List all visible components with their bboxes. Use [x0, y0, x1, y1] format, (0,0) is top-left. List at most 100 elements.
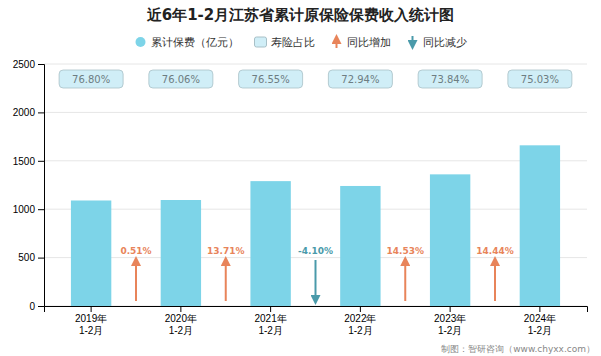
bar [340, 186, 380, 306]
legend-label: 同比增加 [347, 36, 391, 49]
share-label: 76.06% [162, 74, 200, 85]
legend: 累计保费（亿元） 寿险占比 同比增加 同比减少 [136, 36, 467, 49]
yoy-label: -4.10% [298, 246, 333, 256]
x-tick-label: 2019年1-2月 [75, 313, 107, 336]
grid-line [44, 209, 587, 210]
grid-line [44, 64, 587, 65]
x-tick-label: 2024年1-2月 [524, 313, 556, 336]
share-box [239, 70, 303, 88]
share-label: 75.03% [521, 74, 559, 85]
share-label: 76.80% [72, 74, 110, 85]
x-tick-label: 2020年1-2月 [165, 313, 197, 336]
legend-swatch [412, 36, 414, 46]
x-tick-label-line: 1-2月 [258, 325, 282, 336]
x-tick: 2021年1-2月 [254, 306, 286, 336]
x-axis: 2019年1-2月2020年1-2月2021年1-2月2022年1-2月2023… [45, 306, 588, 336]
x-tick: 2023年1-2月 [434, 306, 466, 336]
x-tick-mark [360, 306, 361, 312]
yoy-label: 0.51% [120, 246, 151, 256]
legend-item: 寿险占比 [255, 36, 315, 49]
y-tick-mark [38, 306, 44, 307]
y-tick: 2500 [13, 59, 44, 70]
y-tick-label: 500 [18, 252, 35, 263]
legend-label: 同比减少 [423, 36, 467, 49]
x-tick: 2019年1-2月 [75, 306, 107, 336]
legend-label: 累计保费（亿元） [151, 36, 239, 49]
bar [430, 174, 470, 306]
yoy-label: 13.71% [207, 246, 245, 256]
bar [250, 181, 290, 306]
x-tick-mark [91, 306, 92, 312]
y-tick-label: 1500 [13, 156, 36, 167]
grid-line [44, 112, 587, 113]
grid-line [44, 257, 587, 258]
y-tick: 2000 [13, 107, 44, 118]
legend-swatch [255, 37, 267, 47]
y-tick-mark [38, 64, 44, 65]
y-tick-label: 2500 [13, 59, 36, 70]
x-tick-label-line: 1-2月 [528, 325, 552, 336]
yoy: 0.51% 13.71% -4.10% 14.53% 14.44% [120, 246, 513, 301]
legend-item: 累计保费（亿元） [136, 36, 239, 49]
x-tick: 2022年1-2月 [344, 306, 376, 336]
yoy-arrow [315, 260, 317, 301]
legend-swatch [336, 38, 338, 48]
y-tick: 500 [18, 252, 44, 263]
yoy-arrow [135, 260, 137, 301]
x-tick-label-line: 2022年 [344, 313, 376, 324]
y-tick-mark [38, 209, 44, 210]
share-label: 73.84% [431, 74, 469, 85]
yoy-label: 14.44% [476, 246, 514, 256]
legend-swatch [136, 37, 146, 47]
x-tick-label-line: 1-2月 [438, 325, 462, 336]
y-tick: 1500 [13, 156, 44, 167]
share-box [418, 70, 482, 88]
legend-item: 同比减少 [413, 36, 467, 49]
x-tick-label: 2022年1-2月 [344, 313, 376, 336]
x-tick-label: 2021年1-2月 [254, 313, 286, 336]
x-tick: 2024年1-2月 [524, 306, 556, 336]
y-tick-label: 0 [29, 301, 35, 312]
y-tick-label: 1000 [13, 204, 36, 215]
x-tick: 2020年1-2月 [165, 306, 197, 336]
x-tick-label-line: 2024年 [524, 313, 556, 324]
x-tick-label-line: 1-2月 [169, 325, 193, 336]
x-tick-mark [450, 306, 451, 312]
share-box [328, 70, 392, 88]
share-box [508, 70, 572, 88]
bar [161, 200, 201, 306]
yoy-arrow [404, 260, 406, 301]
x-tick-label-line: 2020年 [165, 313, 197, 324]
footnote: 制图：智研咨询（www.chyxx.com） [441, 344, 595, 354]
share-label: 76.55% [252, 74, 290, 85]
y-tick-mark [38, 258, 44, 259]
bar [520, 145, 560, 306]
legend-label: 寿险占比 [271, 36, 315, 49]
x-tick-label: 2023年1-2月 [434, 313, 466, 336]
x-tick-label-line: 1-2月 [348, 325, 372, 336]
share-box [149, 70, 213, 88]
chart-container: 050010001500200025002019年1-2月2020年1-2月20… [0, 0, 601, 356]
grid [44, 64, 587, 306]
x-tick-label-line: 2023年 [434, 313, 466, 324]
y-tick-mark [38, 161, 44, 162]
bars [71, 145, 560, 306]
x-axis-line [45, 307, 588, 313]
legend-item: 同比增加 [337, 36, 391, 49]
y-axis-line [38, 65, 45, 307]
x-tick-label-line: 2021年 [254, 313, 286, 324]
x-tick-mark [180, 306, 181, 312]
share-labels: 76.80%76.06%76.55%72.94%73.84%75.03% [59, 70, 572, 88]
bar [71, 200, 111, 306]
yoy-arrow [225, 260, 227, 301]
x-tick-mark [539, 306, 540, 312]
x-tick-label-line: 1-2月 [79, 325, 103, 336]
x-tick-mark [270, 306, 271, 312]
share-box [59, 70, 123, 88]
y-tick-mark [38, 112, 44, 113]
x-tick-label-line: 2019年 [75, 313, 107, 324]
grid-line [44, 160, 587, 161]
y-tick: 0 [29, 301, 44, 312]
y-tick: 1000 [13, 204, 44, 215]
yoy-label: 14.53% [387, 246, 425, 256]
